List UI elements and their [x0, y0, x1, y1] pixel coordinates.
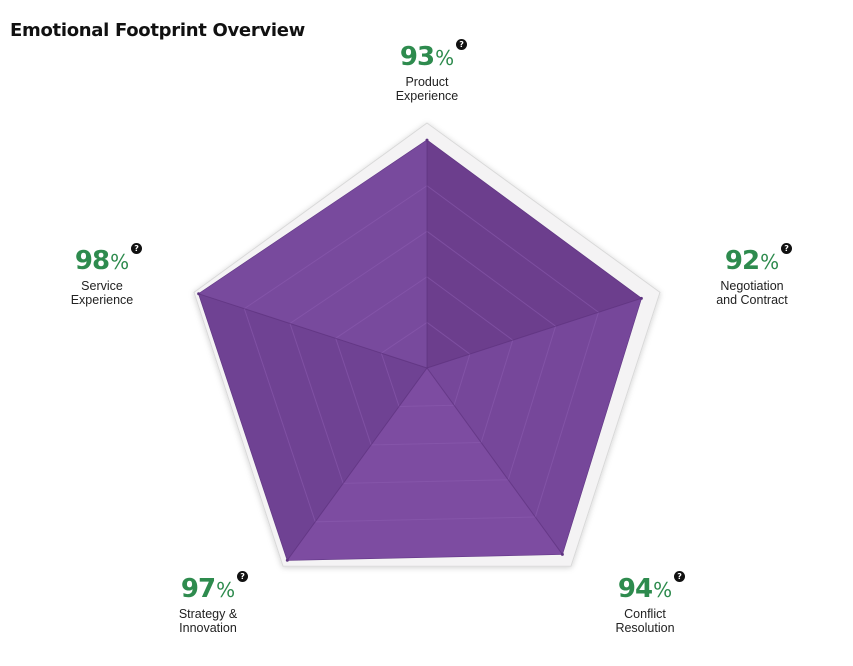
- data-facet: [287, 368, 563, 561]
- axis-spoke: [286, 367, 428, 561]
- metric-value: 97%?: [180, 571, 249, 604]
- percent-sign: %: [760, 250, 780, 274]
- help-icon[interactable]: ?: [456, 39, 468, 50]
- metric-value: 93%?: [399, 39, 468, 72]
- metric-number: 92: [724, 246, 760, 276]
- data-facet: [198, 293, 427, 561]
- help-icon[interactable]: ?: [674, 571, 686, 582]
- data-point: [197, 292, 201, 296]
- metric-number: 98: [74, 246, 110, 276]
- help-icon[interactable]: ?: [237, 571, 249, 582]
- percent-sign: %: [110, 250, 130, 274]
- grid-ring: [380, 321, 471, 407]
- data-point: [560, 552, 564, 556]
- data-facet: [427, 298, 642, 555]
- percent-sign: %: [435, 46, 455, 70]
- help-icon[interactable]: ?: [781, 243, 793, 254]
- metric-product-experience: 93%? Product Experience: [347, 39, 507, 103]
- grid-ring: [335, 276, 514, 446]
- percent-sign: %: [216, 578, 236, 602]
- data-facet: [427, 140, 642, 368]
- grid-ring: [243, 185, 600, 523]
- axis-label: Service Experience: [70, 279, 134, 307]
- metric-negotiation-and-contract: 92%? Negotiation and Contract: [672, 243, 832, 307]
- axis-label: Product Experience: [395, 75, 459, 103]
- data-point: [425, 138, 429, 142]
- metric-number: 97: [180, 574, 216, 604]
- metric-number: 93: [399, 42, 435, 72]
- axis-spoke: [198, 293, 428, 369]
- axis-label: Strategy & Innovation: [178, 607, 238, 635]
- percent-sign: %: [653, 578, 673, 602]
- metric-service-experience: 98%? Service Experience: [22, 243, 182, 307]
- metric-number: 94: [617, 574, 653, 604]
- data-facet: [198, 140, 427, 368]
- metric-conflict-resolution: 94%? Conflict Resolution: [565, 571, 725, 635]
- data-point: [639, 296, 643, 300]
- grid-ring: [289, 230, 557, 484]
- metric-value: 98%?: [74, 243, 143, 276]
- chart-title: Emotional Footprint Overview: [10, 20, 305, 41]
- data-point: [285, 558, 289, 562]
- axis-spoke: [426, 367, 563, 555]
- help-icon[interactable]: ?: [131, 243, 143, 254]
- metric-value: 94%?: [617, 571, 686, 604]
- metric-strategy-and-innovation: 97%? Strategy & Innovation: [128, 571, 288, 635]
- axis-label: Negotiation and Contract: [716, 279, 788, 307]
- metric-value: 92%?: [724, 243, 793, 276]
- axis-spoke: [426, 297, 642, 369]
- axis-label: Conflict Resolution: [615, 607, 675, 635]
